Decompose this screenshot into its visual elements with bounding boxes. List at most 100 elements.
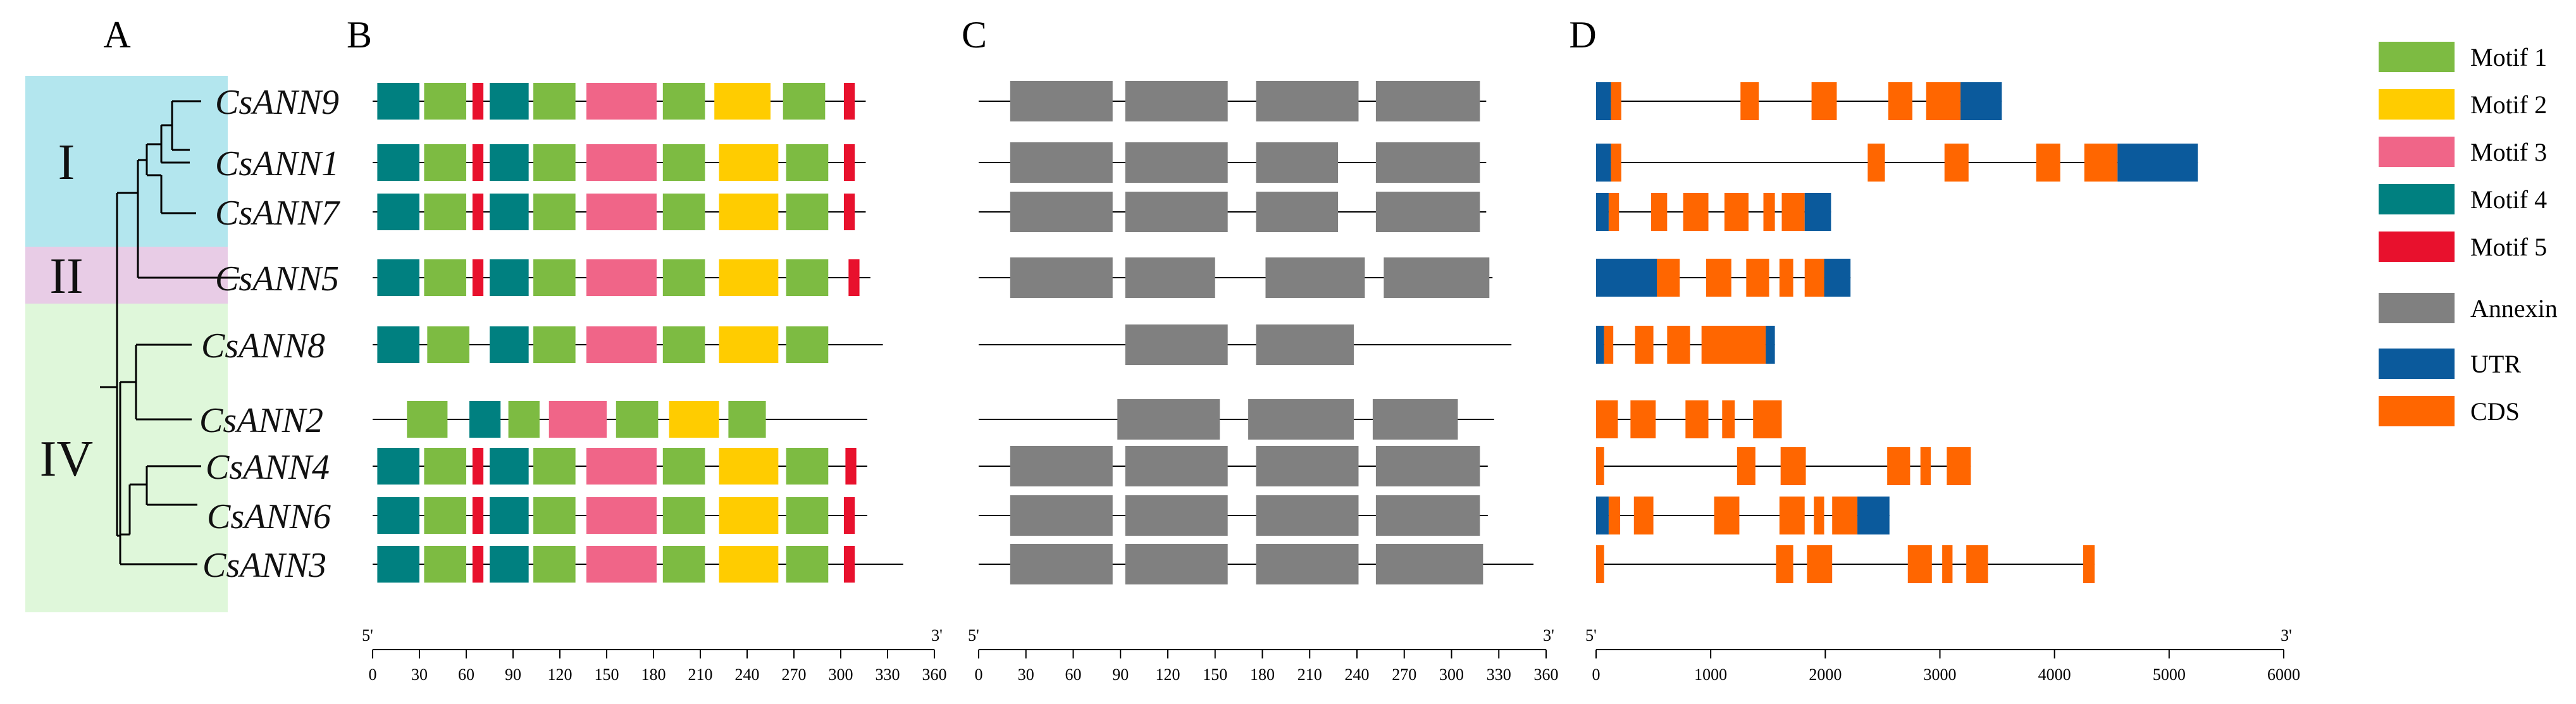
gene-label-csann8: CsANN8 [201, 326, 325, 366]
annexin-domain [1375, 495, 1480, 536]
legend-label: Motif 3 [2470, 138, 2547, 166]
cds-block [1776, 545, 1793, 583]
axis-tick-label: 4000 [2038, 665, 2071, 684]
gene-structure-row-csann7 [1596, 193, 1831, 231]
legend-item-motif-3: Motif 3 [2379, 137, 2547, 167]
domain-row-csann4 [979, 446, 1488, 486]
motif-block-motif-1 [424, 144, 466, 181]
axis-end-label-3: 3' [931, 626, 943, 645]
panel-label-c: C [962, 14, 987, 56]
gene-label-csann3: CsANN3 [202, 546, 326, 585]
legend-swatch [2379, 232, 2455, 262]
gene-structure-row-csann1 [1596, 144, 2198, 182]
motif-block-motif-1 [783, 83, 826, 120]
motif-row-csann3 [373, 546, 903, 583]
cds-block [1604, 326, 1614, 364]
annexin-domain [1125, 495, 1228, 536]
axis-tick-label: 330 [876, 665, 900, 684]
motif-block-motif-5 [843, 194, 855, 230]
gene-structure-row-csann2 [1596, 400, 1782, 438]
annexin-domain [1375, 142, 1480, 183]
legend-swatch [2379, 349, 2455, 379]
motif-block-motif-1 [786, 497, 829, 534]
cds-block [1867, 144, 1885, 182]
cds-block [1763, 193, 1775, 231]
axis-tick-label: 1000 [1694, 665, 1727, 684]
motif-block-motif-4 [490, 448, 529, 485]
axis-tick-label: 240 [1345, 665, 1370, 684]
motif-block-motif-3 [586, 144, 657, 181]
annexin-domain [1248, 399, 1354, 440]
panel-label-b: B [347, 14, 372, 56]
panel-c-axis: 0 30 60 90 120 150 180 210 240 270 300 330 360 5' 3' [968, 626, 1558, 684]
motif-block-motif-1 [786, 448, 829, 485]
cds-block [2083, 545, 2095, 583]
gene-structure-row-csann5 [1596, 259, 1851, 297]
motif-block-motif-4 [490, 326, 529, 363]
annexin-domain [1256, 324, 1354, 365]
cds-block [1596, 545, 1604, 583]
motif-block-motif-3 [586, 326, 657, 363]
axis-tick-label: 30 [1018, 665, 1034, 684]
utr-block [1596, 193, 1609, 231]
motif-block-motif-1 [424, 546, 466, 583]
motif-row-csann5 [373, 259, 870, 296]
legend-label: Motif 2 [2470, 90, 2547, 119]
motif-block-motif-1 [533, 83, 576, 120]
legend-swatch [2379, 137, 2455, 167]
legend-item-motif-4: Motif 4 [2379, 184, 2547, 214]
motif-row-csann2 [373, 401, 867, 438]
cds-block [1685, 400, 1709, 438]
cds-block [1807, 545, 1833, 583]
cds-block [1633, 497, 1654, 534]
motif-block-motif-5 [472, 448, 484, 485]
axis-tick-label: 150 [1203, 665, 1227, 684]
motif-block-motif-1 [533, 546, 576, 583]
group-band-i [25, 76, 228, 247]
domain-row-csann1 [979, 142, 1487, 183]
annexin-domain [1375, 192, 1480, 232]
domain-row-csann8 [979, 324, 1512, 365]
panel-c-domains [979, 81, 1534, 584]
motif-block-motif-1 [786, 194, 829, 230]
motif-row-csann6 [373, 497, 867, 534]
panel-b-axis: 0 30 60 90 120 150 180 210 240 270 300 330 360 5' 3' [362, 626, 946, 684]
motif-block-motif-5 [843, 83, 855, 120]
cds-block [1920, 447, 1931, 485]
legend-label: CDS [2470, 397, 2520, 426]
motif-block-motif-1 [662, 83, 705, 120]
cds-block [1722, 400, 1735, 438]
motif-block-motif-1 [616, 401, 659, 438]
domain-row-csann6 [979, 495, 1488, 536]
motif-block-motif-1 [662, 194, 705, 230]
cds-block [1887, 447, 1910, 485]
motif-block-motif-4 [377, 194, 419, 230]
cds-block [1888, 82, 1913, 120]
utr-block [1804, 193, 1831, 231]
utr-block [2117, 144, 2198, 182]
annexin-domain [1010, 81, 1113, 121]
axis-tick-label: 240 [735, 665, 760, 684]
utr-block [1596, 326, 1604, 364]
legend-swatch [2379, 42, 2455, 72]
utr-block [1596, 144, 1611, 182]
annexin-domain [1125, 192, 1228, 232]
motif-block-motif-1 [407, 401, 448, 438]
group-label-i: I [58, 135, 75, 190]
group-label-ii: II [49, 249, 83, 304]
annexin-domain [1375, 544, 1483, 584]
motif-block-motif-2 [669, 401, 719, 438]
motif-block-motif-5 [843, 144, 855, 181]
motif-block-motif-1 [424, 448, 466, 485]
annexin-domain [1125, 446, 1228, 486]
axis-end-label-5: 5' [968, 626, 979, 645]
axis-tick-label: 0 [975, 665, 983, 684]
axis-tick-label: 210 [688, 665, 713, 684]
cds-block [1596, 447, 1604, 485]
cds-block [1832, 497, 1858, 534]
motif-block-motif-5 [472, 497, 484, 534]
motif-block-motif-1 [424, 194, 466, 230]
motif-block-motif-1 [424, 83, 466, 120]
gene-structure-row-csann3 [1596, 545, 2095, 583]
